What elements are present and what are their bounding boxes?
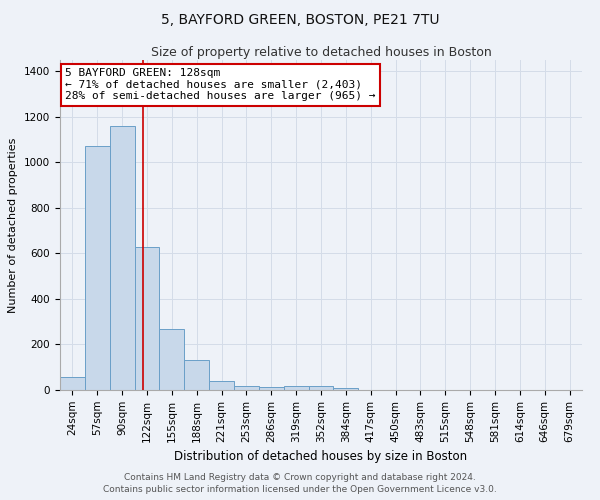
Bar	[334, 388, 358, 390]
Bar	[234, 386, 259, 390]
Bar	[184, 360, 209, 390]
Bar	[308, 386, 334, 390]
Text: 5 BAYFORD GREEN: 128sqm
← 71% of detached houses are smaller (2,403)
28% of semi: 5 BAYFORD GREEN: 128sqm ← 71% of detache…	[65, 68, 376, 102]
Title: Size of property relative to detached houses in Boston: Size of property relative to detached ho…	[151, 46, 491, 59]
Bar	[110, 126, 134, 390]
Text: Contains HM Land Registry data © Crown copyright and database right 2024.
Contai: Contains HM Land Registry data © Crown c…	[103, 472, 497, 494]
Bar	[85, 146, 110, 390]
Bar	[284, 386, 308, 390]
Bar	[160, 328, 184, 390]
Bar	[134, 246, 160, 390]
Text: 5, BAYFORD GREEN, BOSTON, PE21 7TU: 5, BAYFORD GREEN, BOSTON, PE21 7TU	[161, 12, 439, 26]
Bar	[259, 386, 284, 390]
X-axis label: Distribution of detached houses by size in Boston: Distribution of detached houses by size …	[175, 450, 467, 463]
Bar	[209, 381, 234, 390]
Y-axis label: Number of detached properties: Number of detached properties	[8, 138, 19, 312]
Bar	[60, 377, 85, 390]
